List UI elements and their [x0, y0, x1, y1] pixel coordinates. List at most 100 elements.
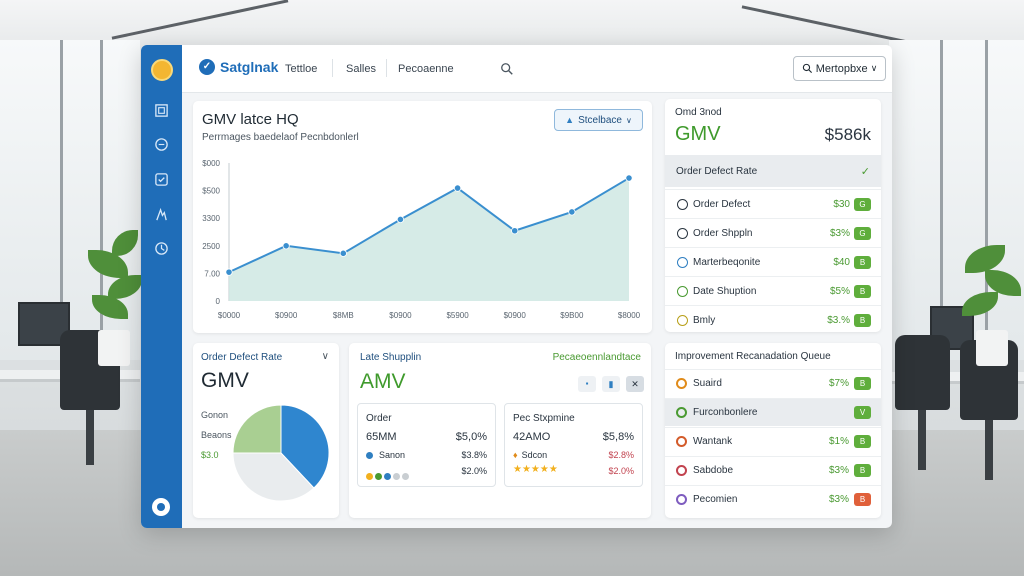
office-chair-base [985, 420, 993, 480]
clock-icon [677, 227, 688, 239]
gmv-chart-card: GMV latce HQ Perrmages baedelaof Pecnbdo… [193, 101, 652, 333]
status-dot-icon [366, 451, 373, 459]
order-defect-rate-header-label: Order Defect Rate [676, 165, 758, 177]
gmv-metric-row[interactable]: Date Shuption $5% B [665, 276, 881, 305]
store-dropdown-label: Stcelbace [578, 114, 622, 126]
data-point[interactable] [339, 249, 347, 257]
sidebar [141, 45, 182, 528]
queue-status-icon [676, 378, 687, 389]
dashboard-window: ✓ Satglnak Tettloe Salles Pecoaenne Mert… [141, 45, 892, 528]
queue-row-label: Suaird [693, 378, 722, 389]
store-icon: ▲ [565, 115, 575, 125]
shipping-metric-card-b[interactable]: Pec Stxpmine 42AMO $5,8% ♦ Sdcon $2.8% ★… [504, 403, 643, 487]
y-tick-label: 2500 [202, 242, 220, 251]
check-icon: ✓ [860, 165, 870, 178]
data-point[interactable] [396, 215, 405, 224]
queue-row[interactable]: Sabdobe $3% B [665, 456, 881, 484]
office-chair [895, 335, 950, 410]
analytics-icon[interactable] [154, 207, 169, 222]
marketplace-selector[interactable]: Mertopbxe ∨ [793, 56, 886, 81]
search-icon [802, 63, 812, 74]
gmv-metric-row[interactable]: Marterbeqonite $40 B [665, 247, 881, 276]
chevron-down-icon: ∨ [870, 63, 878, 73]
window-mullion [100, 40, 103, 360]
late-shipping-big-label: AMV [360, 370, 406, 393]
gmv-metric-badge: B [854, 313, 871, 327]
gmv-metric-row[interactable]: Order Defect $30 G [665, 189, 881, 218]
nav-item-3[interactable]: Pecoaenne [398, 63, 454, 75]
bar-view-icon[interactable]: ▮ [602, 376, 620, 392]
queue-row[interactable]: Suaird $7% B [665, 369, 881, 397]
data-point[interactable] [568, 208, 576, 216]
queue-row-badge: B [854, 377, 871, 390]
chart-title: GMV latce HQ [202, 111, 299, 128]
data-point[interactable] [625, 174, 633, 182]
queue-row[interactable]: Wantank $1% B [665, 427, 881, 455]
data-point[interactable] [511, 227, 519, 235]
box-icon [677, 285, 688, 297]
rating-dot-icon [402, 473, 409, 480]
queue-status-icon [676, 436, 687, 447]
series-line [228, 177, 630, 274]
clock-icon[interactable] [154, 241, 169, 256]
gmv-metric-badge: G [854, 197, 871, 211]
queue-row-badge: B [854, 464, 871, 477]
nav-divider [332, 59, 333, 77]
data-point[interactable] [282, 242, 290, 250]
card-a-pct: $5,0% [455, 431, 487, 443]
gmv-metric-label: Bmly [693, 314, 716, 326]
list-view-icon[interactable]: ▪ [578, 376, 596, 392]
y-tick-label: $000 [202, 159, 220, 168]
card-b-sub-pct: $2.8% [608, 450, 634, 460]
x-tick-label: $0900 [504, 311, 527, 320]
plant-pot [976, 330, 1008, 366]
settings-icon[interactable] [152, 498, 170, 516]
chat-icon[interactable] [154, 137, 169, 152]
grid-icon[interactable] [154, 103, 169, 118]
card-a-sub-label: Sanon [379, 450, 406, 460]
office-chair-base [86, 410, 94, 465]
store-dropdown[interactable]: ▲ Stcelbace ∨ [554, 109, 643, 131]
gmv-metric-label: Date Shuption [693, 285, 757, 297]
brand[interactable]: ✓ Satglnak [199, 59, 278, 75]
rating-dot-icon [375, 473, 382, 480]
shipping-metric-card-a[interactable]: Order 65MM $5,0% Sanon $3.8% $2.0% [357, 403, 496, 487]
card-a-dots [366, 467, 411, 485]
search-icon[interactable] [500, 62, 514, 76]
queue-row[interactable]: Furconbonlere V [665, 398, 881, 426]
app-logo-icon[interactable] [151, 59, 173, 81]
order-defect-rate-header[interactable]: Order Defect Rate ✓ [665, 155, 881, 187]
late-shipping-link[interactable]: Pecaeoennlandtace [552, 352, 641, 363]
chevron-down-icon[interactable]: ∨ [321, 351, 329, 362]
x-tick-label: $9B00 [560, 311, 584, 320]
checklist-icon[interactable] [154, 172, 169, 187]
card-a-amount: 65MM [366, 431, 397, 443]
pie-slice[interactable] [232, 404, 282, 454]
nav-item-2[interactable]: Salles [346, 63, 376, 75]
gmv-area-chart: $000 $500 3300 2500 7.00 0 $0000 $0900 $8MB $0900… [202, 159, 640, 320]
pie-slice[interactable] [280, 404, 330, 489]
late-shipping-card: Late Shupplin Pecaeoennlandtace AMV ▪ ▮ … [349, 343, 651, 518]
gmv-metric-badge: B [854, 284, 871, 298]
gmv-metric-label: Marterbeqonite [693, 256, 761, 268]
x-tick-label: $0900 [389, 311, 412, 320]
gmv-metric-row[interactable]: Order Shppln $3% G [665, 218, 881, 247]
y-tick-label: 0 [216, 297, 221, 306]
gmv-metric-value: $5% [829, 285, 850, 297]
queue-status-icon [676, 494, 687, 505]
data-point[interactable] [225, 268, 233, 276]
pie-slice[interactable] [232, 452, 315, 502]
queue-row-badge: V [854, 406, 871, 419]
queue-status-icon [676, 407, 687, 418]
data-point[interactable] [453, 184, 462, 192]
chevron-down-icon: ∨ [625, 115, 632, 125]
gmv-metric-row[interactable]: Bmly $3.% B [665, 305, 881, 332]
gmv-metric-badge: G [854, 226, 871, 240]
close-icon[interactable]: ✕ [626, 376, 644, 392]
area-fill [229, 178, 629, 301]
queue-row-value: $3% [828, 465, 849, 476]
chart-subtitle: Perrmages baedelaof Pecnbdonlerl [202, 132, 359, 143]
nav-item-1[interactable]: Tettloe [285, 63, 318, 75]
queue-row[interactable]: Pecomien $3% B [665, 485, 881, 513]
gmv-metric-value: $3% [829, 227, 850, 239]
